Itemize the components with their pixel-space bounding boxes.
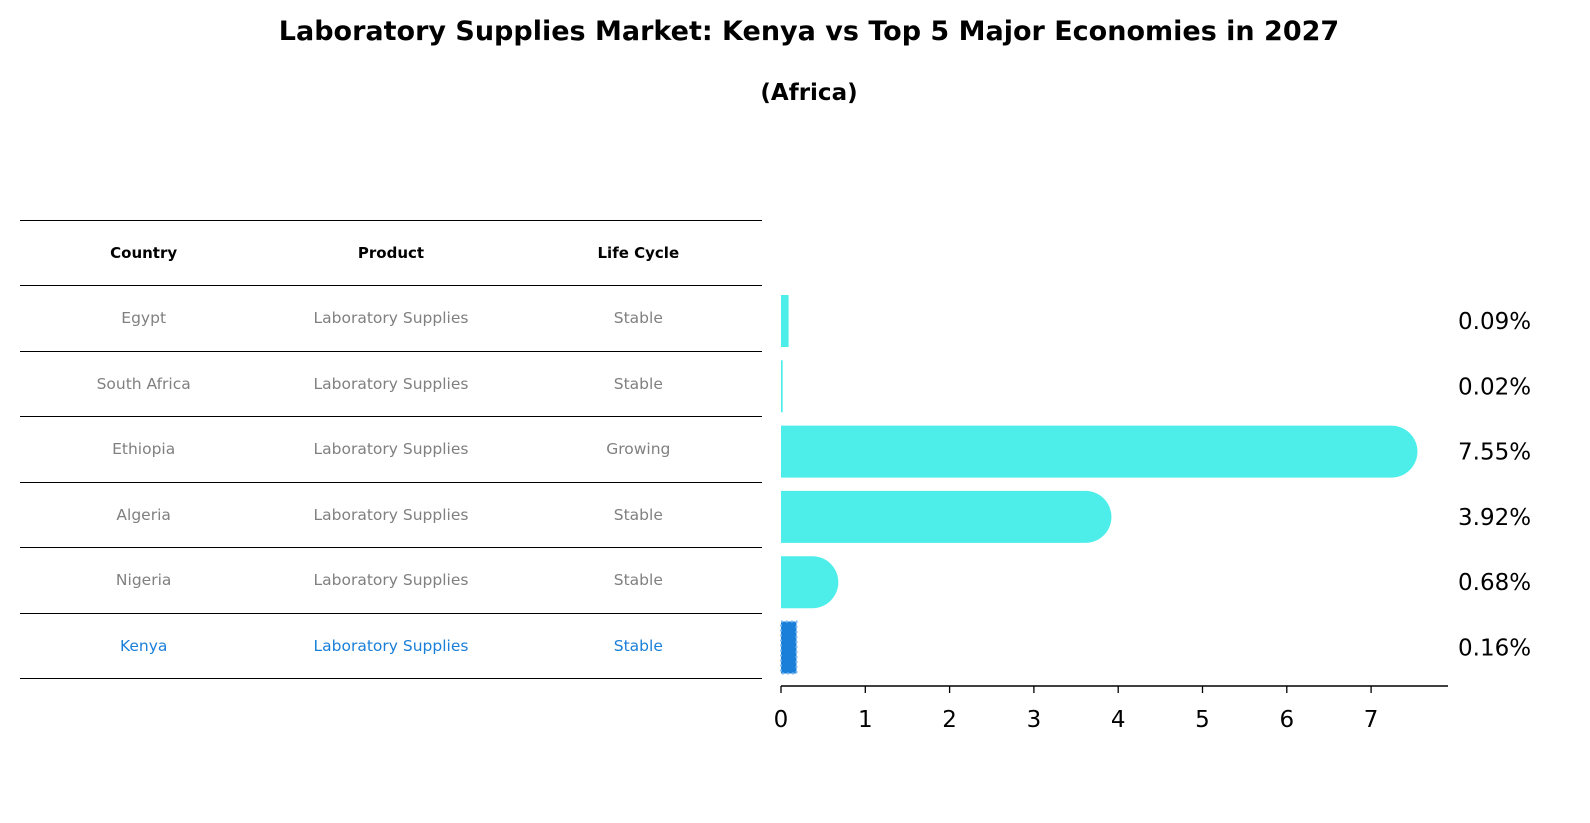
life-cycle-cell: Stable (613, 505, 663, 524)
data-label: 3.92% (1458, 505, 1531, 531)
data-table: Country Product Life Cycle Egypt Laborat… (20, 220, 762, 679)
chart-title: Laboratory Supplies Market: Kenya vs Top… (278, 16, 1340, 47)
life-cycle-cell: Stable (613, 636, 663, 655)
bar (781, 425, 1418, 478)
chart-subtitle: (Africa) (760, 80, 858, 106)
country-cell: Kenya (119, 636, 168, 655)
table-row: Algeria Laboratory Supplies Stable (20, 483, 762, 548)
x-tick-label: 6 (1279, 707, 1294, 733)
table-row-highlighted: Kenya Laboratory Supplies Stable (20, 614, 762, 679)
country-cell: Egypt (121, 309, 167, 328)
table-row: Nigeria Laboratory Supplies Stable (20, 548, 762, 614)
life-cycle-cell: Stable (613, 374, 663, 393)
table-row: Ethiopia Laboratory Supplies Growing (20, 417, 762, 483)
bar (780, 620, 798, 675)
country-cell: South Africa (96, 374, 191, 393)
country-cell: Nigeria (115, 571, 172, 590)
column-header-country: Country (110, 244, 178, 262)
x-tick-label: 5 (1195, 707, 1210, 733)
data-label: 0.68% (1458, 570, 1531, 596)
country-cell: Algeria (116, 505, 171, 524)
x-tick-label: 0 (774, 707, 789, 733)
bar (781, 360, 783, 413)
data-label: 0.02% (1458, 374, 1531, 400)
table-row: Egypt Laboratory Supplies Stable (20, 286, 762, 352)
x-tick-label: 1 (858, 707, 873, 733)
data-label: 0.16% (1458, 636, 1531, 662)
country-cell: Ethiopia (112, 440, 176, 459)
column-header-life-cycle: Life Cycle (597, 244, 680, 262)
bar (781, 490, 1112, 543)
column-header-product: Product (357, 244, 425, 262)
x-tick-label: 4 (1111, 707, 1126, 733)
life-cycle-cell: Growing (606, 440, 671, 459)
x-tick-label: 3 (1027, 707, 1042, 733)
x-tick-label: 7 (1364, 707, 1379, 733)
product-cell: Laboratory Supplies (313, 374, 469, 393)
product-cell: Laboratory Supplies (313, 571, 469, 590)
table-header-row: Country Product Life Cycle (20, 220, 762, 286)
bar (781, 295, 789, 347)
table-row: South Africa Laboratory Supplies Stable (20, 352, 762, 417)
x-tick-label: 2 (942, 707, 957, 733)
product-cell: Laboratory Supplies (313, 440, 469, 459)
life-cycle-cell: Stable (613, 309, 663, 328)
product-cell: Laboratory Supplies (313, 505, 469, 524)
product-cell: Laboratory Supplies (313, 636, 469, 655)
product-cell: Laboratory Supplies (313, 309, 469, 328)
data-label: 7.55% (1458, 440, 1531, 466)
life-cycle-cell: Stable (613, 571, 663, 590)
data-label: 0.09% (1458, 309, 1531, 335)
bar (781, 556, 839, 609)
